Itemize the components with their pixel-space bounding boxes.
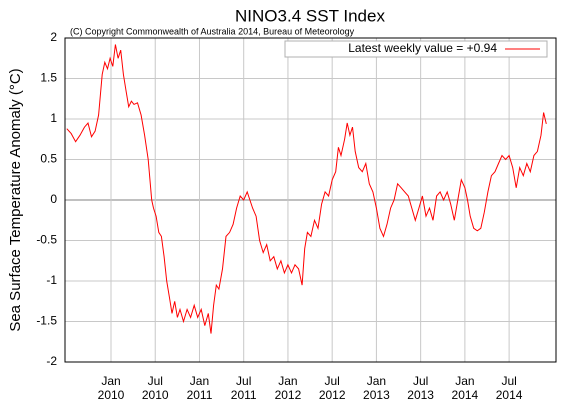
y-tick-label: 0 — [50, 192, 57, 206]
x-tick-label: Jan 2014 — [452, 374, 479, 402]
y-tick-label: 2 — [50, 30, 57, 44]
x-tick-label: Jul 2011 — [231, 374, 257, 402]
legend-box — [284, 40, 548, 58]
x-tick-label: Jan 2012 — [275, 374, 302, 402]
data-line — [66, 44, 547, 334]
x-tick-label: Jul 2013 — [407, 374, 434, 402]
plot-frame — [64, 37, 557, 363]
y-tick-label: 1 — [50, 111, 57, 125]
y-tick-label: -1.5 — [36, 314, 57, 328]
y-tick-label: 0.5 — [40, 152, 57, 166]
y-axis-label: Sea Surface Temperature Anomaly (°C) — [7, 68, 24, 331]
x-tick-label: Jul 2012 — [319, 374, 346, 402]
y-tick-label: -1 — [46, 273, 57, 287]
chart-title: NINO3.4 SST Index — [235, 6, 385, 25]
y-tick-label: 1.5 — [40, 71, 57, 85]
x-tick-label: Jul 2010 — [142, 374, 169, 402]
chart-subtitle: (C) Copyright Commonwealth of Australia … — [70, 26, 355, 36]
y-tick-label: -2 — [46, 354, 57, 368]
x-tick-label: Jan 2011 — [187, 374, 213, 402]
x-tick-label: Jul 2014 — [496, 374, 523, 402]
x-tick-label: Jan 2013 — [363, 374, 390, 402]
y-tick-label: -0.5 — [36, 233, 57, 247]
x-tick-label: Jan 2010 — [98, 374, 125, 402]
legend-label: Latest weekly value = +0.94 — [348, 41, 497, 55]
